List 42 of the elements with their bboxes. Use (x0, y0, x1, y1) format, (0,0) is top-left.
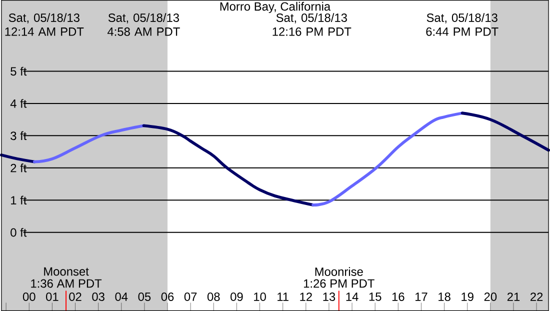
x-tick-label: 10 (254, 292, 266, 301)
x-tick-label: 04 (115, 292, 128, 301)
x-tick-label: 08 (207, 292, 220, 301)
x-tick-label: 16 (392, 292, 404, 301)
x-tick-label: 05 (138, 292, 151, 301)
x-tick-label: 06 (161, 292, 174, 301)
y-tick-label: 4 ft (10, 99, 27, 108)
y-tick-label: 2 ft (10, 163, 27, 172)
x-tick-label: 18 (438, 292, 450, 301)
x-tick-label: 01 (46, 292, 58, 301)
line-series (142, 124, 315, 206)
line-series (312, 112, 464, 206)
line-series (460, 112, 550, 152)
x-tick-label: 22 (530, 292, 543, 301)
x-tick-label: 00 (22, 292, 36, 301)
x-tick-label: 19 (462, 292, 474, 301)
y-tick-label: 0 ft (10, 228, 27, 237)
annotation: Sat, 05/18/13 12:14 AM PDT (5, 13, 84, 36)
x-tick-label: 11 (278, 292, 288, 301)
x-tick-label: 14 (346, 292, 358, 301)
x-tick-label: 20 (484, 292, 497, 301)
line-series (32, 124, 146, 164)
x-tick-label: 12 (300, 292, 312, 301)
annotation: Sat, 05/18/13 6:44 PM PDT (426, 13, 498, 36)
x-tick-label: 03 (92, 292, 104, 301)
x-tick-label: 13 (323, 292, 336, 301)
ref-line-label: Moonrise (315, 267, 363, 276)
x-tick-label: 21 (507, 292, 520, 301)
x-tick-label: 17 (416, 292, 428, 301)
x-tick-label: 09 (230, 292, 243, 301)
x-tick-label: 07 (184, 292, 197, 301)
y-tick-label: 3 ft (10, 131, 27, 140)
x-tick-label: 02 (69, 292, 82, 301)
annotation: 1:26 PM PDT (304, 279, 374, 288)
y-tick-label: 1 ft (11, 196, 27, 204)
annotation: Sat, 05/18/13 12:16 PM PDT (272, 13, 352, 36)
chart-title: Morro Bay, California (220, 2, 331, 13)
annotation: 1:36 AM PDT (31, 279, 102, 288)
y-tick-label: 5 ft (10, 66, 27, 76)
x-tick-label: 15 (369, 292, 382, 301)
annotation: Sat, 05/18/13 4:58 AM PDT (107, 13, 180, 36)
ref-line-label: Moonset (44, 267, 89, 276)
